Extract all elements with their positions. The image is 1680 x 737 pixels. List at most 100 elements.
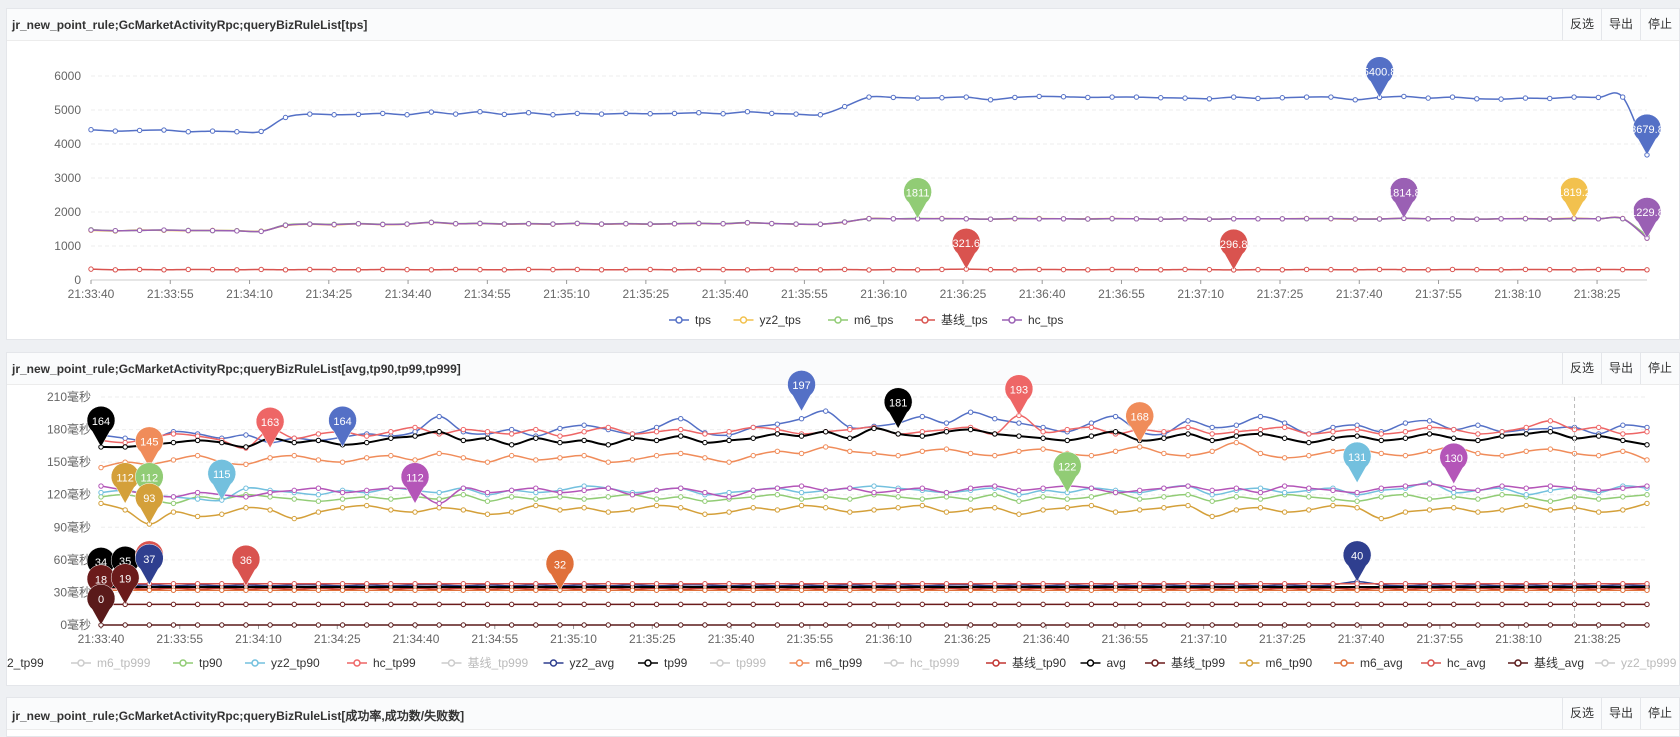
data-point	[726, 437, 732, 444]
x-tick-label: 21:33:55	[147, 287, 194, 301]
data-point	[258, 128, 264, 135]
export-button[interactable]: 导出	[1600, 698, 1640, 729]
legend-label: tps	[695, 313, 711, 327]
legend-item[interactable]: yz2_tps	[733, 313, 801, 327]
data-point	[550, 266, 556, 273]
data-point	[1255, 95, 1261, 102]
export-button[interactable]: 导出	[1600, 353, 1640, 384]
legend-item[interactable]: m6_avg	[1334, 656, 1403, 670]
data-point	[841, 219, 848, 225]
legend-item[interactable]: hc_tp999	[884, 656, 960, 670]
data-point	[1185, 622, 1191, 628]
data-point	[1354, 422, 1360, 428]
data-point	[726, 509, 732, 515]
data-point	[1475, 450, 1481, 457]
legend-item[interactable]: yz2_tp999	[1595, 656, 1677, 670]
pin-shape	[86, 584, 116, 626]
legend-item[interactable]: m6_tp99	[789, 656, 863, 670]
data-point	[1040, 587, 1046, 593]
data-point	[1499, 507, 1505, 513]
data-point	[1137, 622, 1143, 628]
legend-item[interactable]: 基线_avg	[1508, 656, 1584, 670]
data-point	[678, 416, 684, 422]
legend-swatch-dot	[739, 316, 748, 324]
data-point	[1620, 581, 1626, 587]
legend-item[interactable]: yz2_avg	[543, 656, 615, 670]
legend-item[interactable]: tp90	[173, 656, 223, 670]
data-point	[1354, 426, 1360, 433]
export-button[interactable]: 导出	[1600, 9, 1640, 40]
data-point	[1451, 426, 1457, 433]
data-point	[243, 461, 249, 468]
data-point	[1257, 622, 1264, 628]
data-point	[793, 221, 799, 227]
annotation-pin: 321.6	[952, 228, 981, 270]
panel-title: jr_new_point_rule;GcMarketActivityRpc;qu…	[12, 709, 465, 723]
pin-label: 3679.8	[1630, 124, 1664, 136]
data-point	[533, 457, 539, 463]
data-point	[653, 424, 660, 431]
legend-item[interactable]: tp99	[638, 656, 688, 670]
data-point	[1354, 505, 1360, 511]
legend-item[interactable]: yz2_tp90	[245, 656, 320, 670]
data-point	[1279, 267, 1286, 273]
data-point	[1112, 509, 1119, 515]
x-tick-label: 21:34:55	[464, 287, 511, 301]
pin-shape	[1439, 442, 1468, 485]
x-tick-label: 21:37:40	[1338, 632, 1385, 646]
data-point	[185, 266, 191, 273]
data-point	[798, 416, 805, 422]
data-point	[1475, 587, 1481, 593]
legend-item[interactable]: yz2_tp99	[7, 656, 44, 670]
legend-item[interactable]: tps	[669, 313, 711, 327]
pin-shape	[231, 544, 261, 587]
legend-item[interactable]: hc_tp99	[347, 656, 416, 670]
data-point	[798, 622, 805, 628]
data-point	[1475, 422, 1481, 428]
data-point	[1161, 494, 1167, 500]
tps-chart[interactable]: 0 1000 2000 3000 4000 5000 6000 21:33:40 21:33:5…	[7, 9, 1679, 339]
legend-item[interactable]: 基线_tps	[915, 313, 988, 327]
data-point	[629, 581, 636, 587]
data-point	[460, 507, 467, 513]
data-point	[1064, 437, 1070, 444]
legend-item[interactable]: 基线_tp999	[441, 656, 529, 670]
invert-button[interactable]: 反选	[1561, 9, 1601, 40]
data-point	[508, 442, 515, 448]
data-point	[533, 496, 539, 502]
data-point	[774, 587, 781, 593]
legend-item[interactable]: 基线_tp99	[1145, 656, 1225, 670]
legend-item[interactable]: tp999	[710, 656, 766, 670]
stop-button[interactable]: 停止	[1639, 9, 1679, 40]
data-point	[871, 489, 877, 496]
data-point	[1352, 97, 1358, 103]
data-point	[653, 487, 660, 494]
invert-button[interactable]: 反选	[1561, 698, 1601, 729]
legend-item[interactable]: avg	[1080, 656, 1126, 670]
data-point	[525, 110, 532, 116]
pin-label: 0	[98, 594, 104, 606]
legend-item[interactable]: m6_tp90	[1239, 656, 1313, 670]
data-point	[1475, 509, 1481, 515]
data-point	[331, 221, 337, 228]
legend-item[interactable]: 基线_tp90	[986, 656, 1066, 670]
data-point	[943, 581, 950, 587]
latency-chart[interactable]: 0毫秒 30毫秒 60毫秒 90毫秒 120毫秒 150毫秒 180毫秒 210毫秒 21:33…	[7, 353, 1679, 685]
data-point	[1547, 266, 1553, 273]
data-point	[1137, 444, 1143, 450]
stop-button[interactable]: 停止	[1639, 698, 1679, 729]
legend-item[interactable]: hc_avg	[1421, 656, 1486, 670]
legend-label: hc_tp99	[373, 656, 416, 670]
data-point	[194, 601, 201, 608]
data-point	[1088, 485, 1095, 491]
data-point	[1161, 505, 1167, 511]
invert-button[interactable]: 反选	[1561, 353, 1601, 384]
data-point	[967, 622, 974, 628]
stop-button[interactable]: 停止	[1639, 353, 1679, 384]
data-point	[841, 103, 848, 110]
data-point	[460, 485, 467, 491]
legend-item[interactable]: m6_tps	[828, 313, 893, 327]
legend-item[interactable]: hc_tps	[1002, 313, 1063, 327]
legend-item[interactable]: m6_tp999	[71, 656, 151, 670]
x-tick-label: 21:36:25	[944, 632, 991, 646]
